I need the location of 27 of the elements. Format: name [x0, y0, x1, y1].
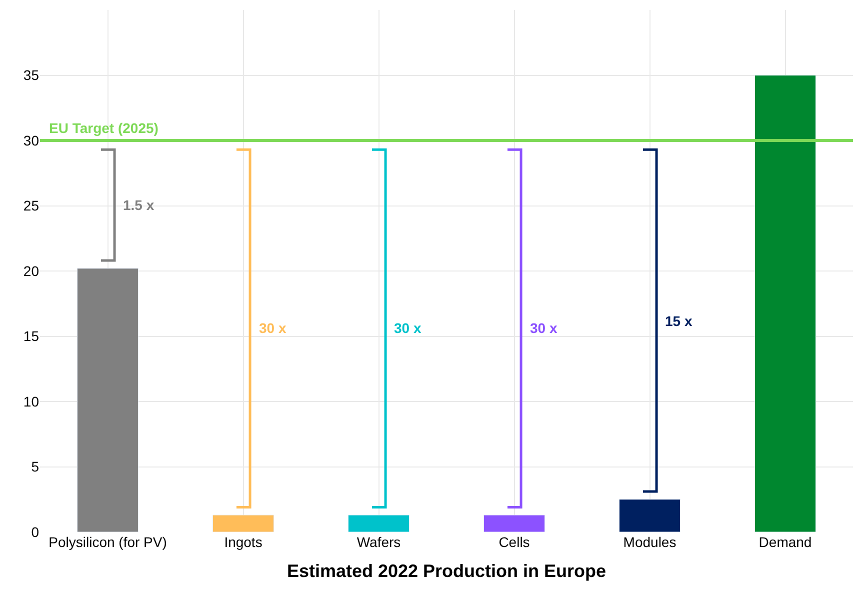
x-tick-label: Polysilicon (for PV) — [48, 534, 167, 550]
annotation: 15 x — [665, 313, 692, 329]
annotation: 30 x — [530, 320, 558, 336]
bar — [348, 514, 410, 532]
y-tick-label: 10 — [23, 393, 40, 410]
y-tick-label: 35 — [23, 67, 40, 84]
bar — [212, 514, 274, 532]
y-tick-label: 15 — [23, 328, 40, 344]
bar — [754, 75, 816, 532]
x-tick-label: Ingots — [224, 534, 262, 550]
y-tick-label: 20 — [23, 262, 40, 279]
annotation: 30 x — [259, 320, 286, 336]
y-tick-label: 5 — [31, 458, 40, 475]
x-axis-title: Estimated 2022 Production in Europe — [286, 561, 606, 582]
bar — [77, 268, 138, 532]
x-tick-label: Cells — [498, 534, 530, 550]
x-tick-label: Wafers — [356, 534, 401, 550]
annotation: 1.5 x — [123, 197, 154, 213]
ref-line-label: EU Target (2025) — [49, 120, 158, 136]
x-tick-label: Demand — [758, 534, 812, 550]
y-tick-label: 30 — [23, 132, 40, 148]
bar — [484, 514, 545, 532]
x-tick-label: Modules — [623, 534, 676, 550]
y-tick-label: 25 — [23, 198, 40, 214]
bar — [619, 499, 680, 532]
y-tick-label: 0 — [31, 524, 40, 540]
annotation: 30 x — [394, 320, 422, 336]
